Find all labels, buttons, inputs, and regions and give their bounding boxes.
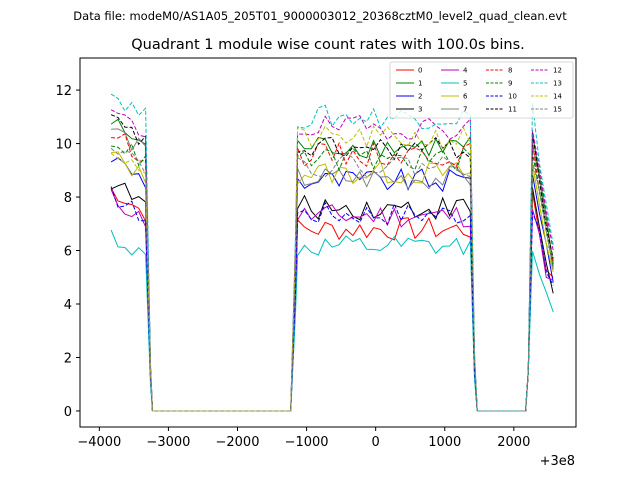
legend-label-0: 0 [418,67,422,75]
series-line-15 [110,148,554,412]
x-axis-ticks: −4000 −3000 −2000 −1000 0 1000 2000 [77,427,530,450]
x-tick-label: 1000 [428,435,461,450]
y-tick-label: 10 [55,138,72,153]
x-tick-label: −2000 [216,435,260,450]
legend-label-6: 6 [463,93,468,101]
legend-label-7: 7 [463,106,467,114]
x-tick-label: −3000 [146,435,190,450]
legend-label-11: 11 [508,106,517,114]
chart-title: Quadrant 1 module wise count rates with … [131,37,525,53]
legend-label-14: 14 [553,93,562,101]
axes-frame [79,57,577,428]
legend-box [389,61,574,119]
legend-label-4: 4 [463,67,468,75]
legend-label-3: 3 [418,106,422,114]
legend-label-9: 9 [508,80,512,88]
legend-label-2: 2 [418,93,422,101]
y-tick-label: 4 [64,298,72,313]
legend-label-15: 15 [553,106,562,114]
x-tick-label: 0 [372,435,380,450]
legend-label-10: 10 [508,93,517,101]
chart-suptitle: Data file: modeM0/AS1A05_205T01_90000030… [73,9,567,23]
x-tick-label: −1000 [285,435,329,450]
y-tick-label: 2 [64,351,72,366]
x-tick-label: 2000 [497,435,530,450]
y-tick-label: 12 [55,84,72,99]
legend-label-1: 1 [418,80,422,88]
legend-label-12: 12 [553,67,562,75]
y-tick-label: 6 [64,245,72,260]
legend-label-5: 5 [463,80,467,88]
legend-label-8: 8 [508,67,512,75]
x-tick-label: −4000 [77,435,121,450]
y-tick-label: 0 [64,405,72,420]
y-axis-ticks: 0 2 4 6 8 10 12 [55,84,80,420]
series-layer [110,93,554,412]
series-line-11 [110,114,554,412]
x-axis-offset-label: +3e8 [540,454,575,469]
legend-label-13: 13 [553,80,562,88]
y-tick-label: 8 [64,191,72,206]
